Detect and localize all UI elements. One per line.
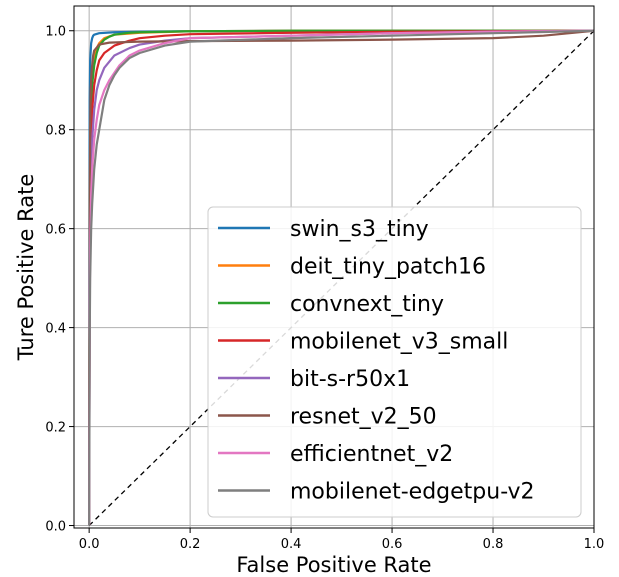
x-tick-label: 0.6: [382, 537, 403, 552]
legend-label: bit-s-r50x1: [290, 367, 410, 392]
x-tick-label: 1.0: [584, 537, 605, 552]
y-tick-label: 0.2: [45, 421, 66, 436]
legend-box: [207, 206, 582, 518]
y-tick-label: 0.8: [45, 124, 66, 139]
y-tick-label: 0.6: [45, 223, 66, 238]
series-line-mobilenet-edgetpu-v2: [88, 29, 595, 526]
x-axis-label: False Positive Rate: [236, 553, 431, 577]
legend-label: convnext_tiny: [290, 292, 444, 317]
legend-label: swin_s3_tiny: [290, 217, 429, 242]
axis-ticks: 0.0 0.2 0.4 0.6 0.8 1.0 0.0 0.2 0.4 0.6 0.8 1.0: [45, 25, 604, 552]
x-tick-label: 0.8: [483, 537, 504, 552]
legend-label: mobilenet_v3_small: [290, 330, 508, 355]
y-tick-label: 1.0: [45, 25, 66, 40]
legend-label: mobilenet-edgetpu-v2: [290, 480, 535, 505]
series-line-resnet_v2_50: [88, 29, 595, 526]
legend-label: resnet_v2_50: [290, 405, 437, 430]
series-line-efficientnet_v2: [88, 29, 595, 526]
plot-frame: [73, 5, 595, 529]
y-axis-label: Ture Positive Rate: [14, 174, 38, 362]
y-tick-label: 0.4: [45, 322, 66, 337]
legend: swin_s3_tiny deit_tiny_patch16 convnext_ti…: [207, 206, 582, 518]
x-tick-label: 0.0: [79, 537, 100, 552]
legend-label: deit_tiny_patch16: [290, 255, 486, 280]
x-tick-label: 0.2: [180, 537, 201, 552]
series-lines: [88, 29, 595, 526]
legend-label: efficientnet_v2: [290, 442, 453, 467]
y-tick-label: 0.0: [45, 520, 66, 535]
x-tick-label: 0.4: [281, 537, 302, 552]
